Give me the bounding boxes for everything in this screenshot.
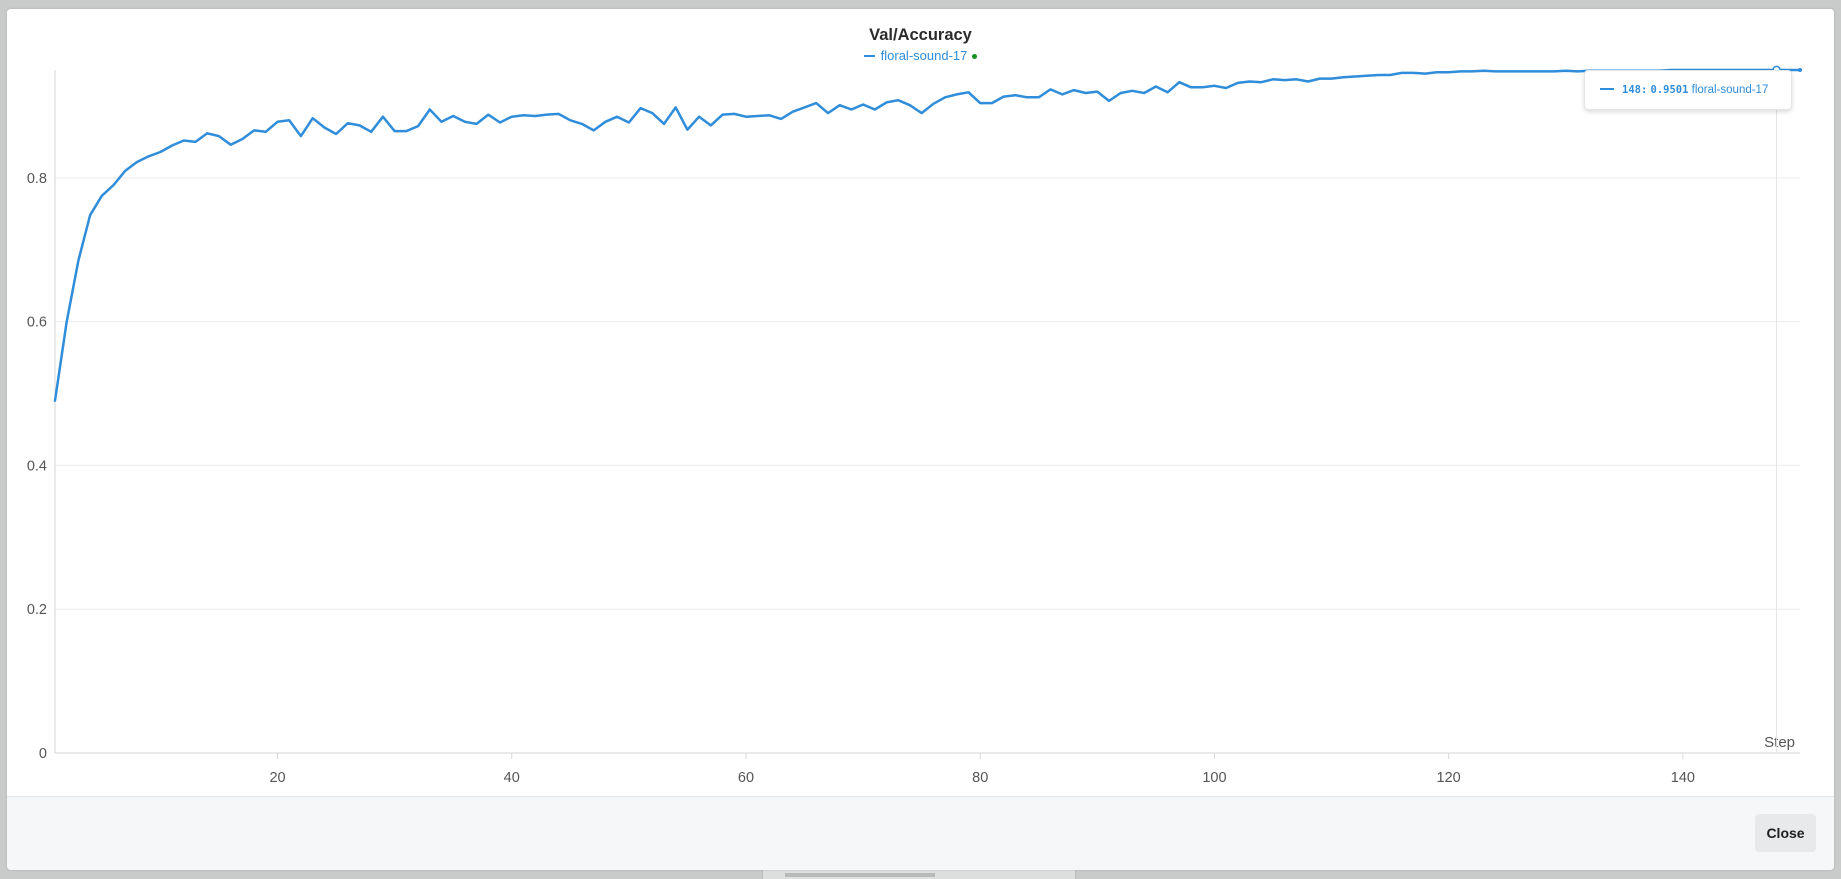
y-tick-label: 0 [39, 746, 47, 762]
y-tick-label: 0.6 [27, 315, 47, 331]
y-tick-label: 0.8 [27, 171, 47, 187]
x-tick-label: 60 [738, 770, 754, 786]
tooltip-run-name: floral-sound-17 [1691, 84, 1769, 96]
run-status-dot-icon [972, 54, 978, 60]
modal-footer: Close [7, 796, 1834, 870]
y-tick-label: 0.4 [27, 458, 47, 474]
series-end-point [1798, 68, 1802, 72]
chart-modal: 0 0.2 0.4 0.6 0.8 20 40 60 80 100 120 140 Step Val/A… [7, 9, 1834, 870]
x-axis-label: Step [1764, 734, 1795, 751]
series-line [53, 68, 1802, 402]
background-panel-bar [785, 873, 935, 877]
tooltip-step: 148: [1622, 84, 1648, 96]
x-tick-label: 40 [504, 770, 520, 786]
chart-title: Val/Accuracy [869, 26, 972, 44]
tooltip-line-swatch [1600, 87, 1614, 90]
chart-svg[interactable]: 0 0.2 0.4 0.6 0.8 20 40 60 80 100 120 140 Step [7, 9, 1834, 796]
legend-run-name[interactable]: floral-sound-17 [880, 48, 968, 63]
x-tick-label: 20 [269, 770, 285, 786]
x-tick-label: 80 [972, 770, 988, 786]
tooltip-value: 0.9501 [1650, 84, 1689, 96]
chart-panel: 0 0.2 0.4 0.6 0.8 20 40 60 80 100 120 140 Step Val/A… [7, 9, 1834, 796]
y-tick-label: 0.2 [27, 602, 47, 618]
chart-legend[interactable]: floral-sound-17 [7, 48, 1834, 63]
x-tick-label: 100 [1202, 770, 1226, 786]
x-tick-label: 140 [1671, 770, 1695, 786]
close-button[interactable]: Close [1755, 814, 1816, 852]
x-tick-label: 120 [1437, 770, 1461, 786]
legend-line-swatch [863, 54, 875, 57]
hover-tooltip: 148: 0.9501 floral-sound-17 [1584, 70, 1792, 110]
